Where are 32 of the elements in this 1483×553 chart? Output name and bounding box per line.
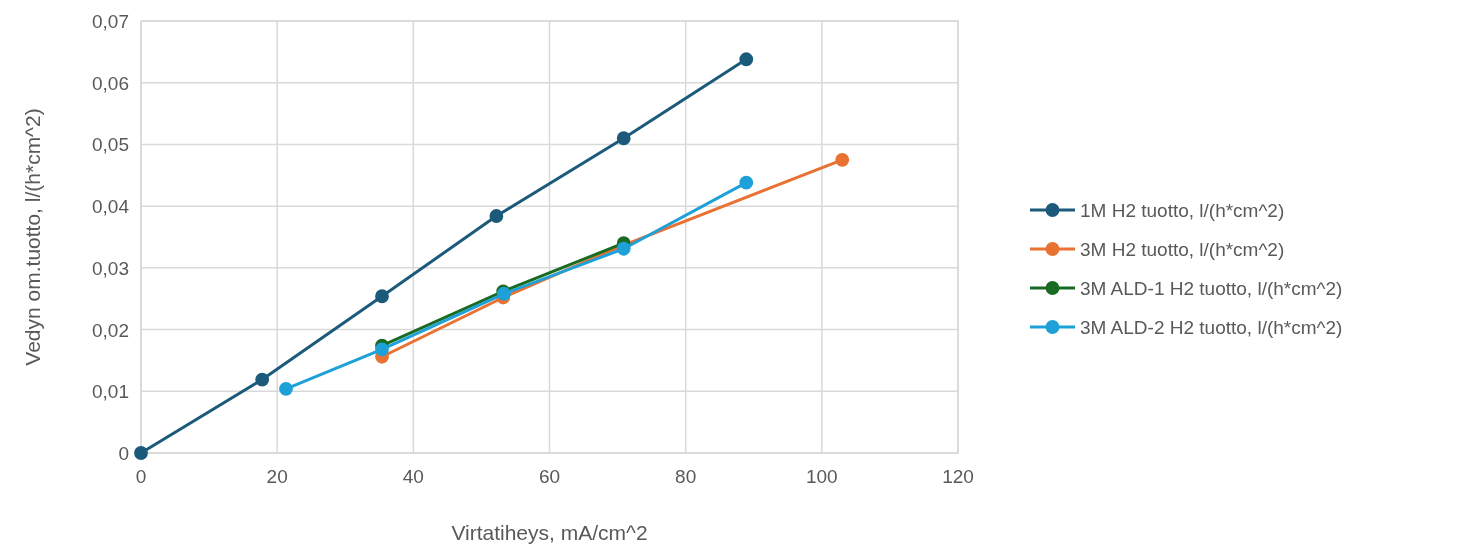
point [279, 381, 293, 396]
point [739, 52, 754, 67]
y-tick-label: 0,03 [92, 257, 129, 279]
y-tick-label: 0,02 [92, 319, 129, 341]
y-tick-label: 0,05 [92, 134, 129, 156]
x-tick-label: 120 [942, 466, 974, 487]
y-tick-label: 0,04 [92, 196, 130, 218]
legend-label: 3M ALD-1 H2 tuotto, l/(h*cm^2) [1080, 278, 1343, 299]
x-tick-label: 100 [805, 466, 838, 487]
x-tick-label: 40 [402, 466, 424, 487]
y-tick-label: 0,01 [92, 381, 129, 403]
point [616, 241, 631, 256]
legend-label: 3M ALD-2 H2 tuotto, l/(h*cm^2) [1080, 317, 1343, 338]
point [375, 289, 389, 304]
point [739, 175, 754, 190]
y-tick-label: 0,06 [92, 72, 129, 94]
point [835, 152, 850, 167]
x-axis-title: Virtatiheys, mA/cm^2 [451, 521, 648, 544]
legend-label: 1M H2 tuotto, l/(h*cm^2) [1080, 200, 1285, 221]
x-tick-label: 60 [538, 466, 561, 487]
point [255, 372, 270, 387]
point [616, 131, 631, 146]
x-tick-label: 80 [675, 466, 697, 487]
point [489, 209, 504, 223]
y-axis-title: Vedyn om.tuotto, l/(h*cm^2) [21, 108, 44, 366]
y-tick-label: 0 [118, 443, 129, 464]
x-tick-label: 0 [135, 466, 147, 487]
legend-label: 3M H2 tuotto, l/(h*cm^2) [1080, 239, 1285, 260]
point [134, 446, 148, 460]
y-tick-label: 0,07 [92, 11, 129, 32]
x-tick-label: 20 [266, 466, 288, 487]
point [375, 342, 389, 357]
